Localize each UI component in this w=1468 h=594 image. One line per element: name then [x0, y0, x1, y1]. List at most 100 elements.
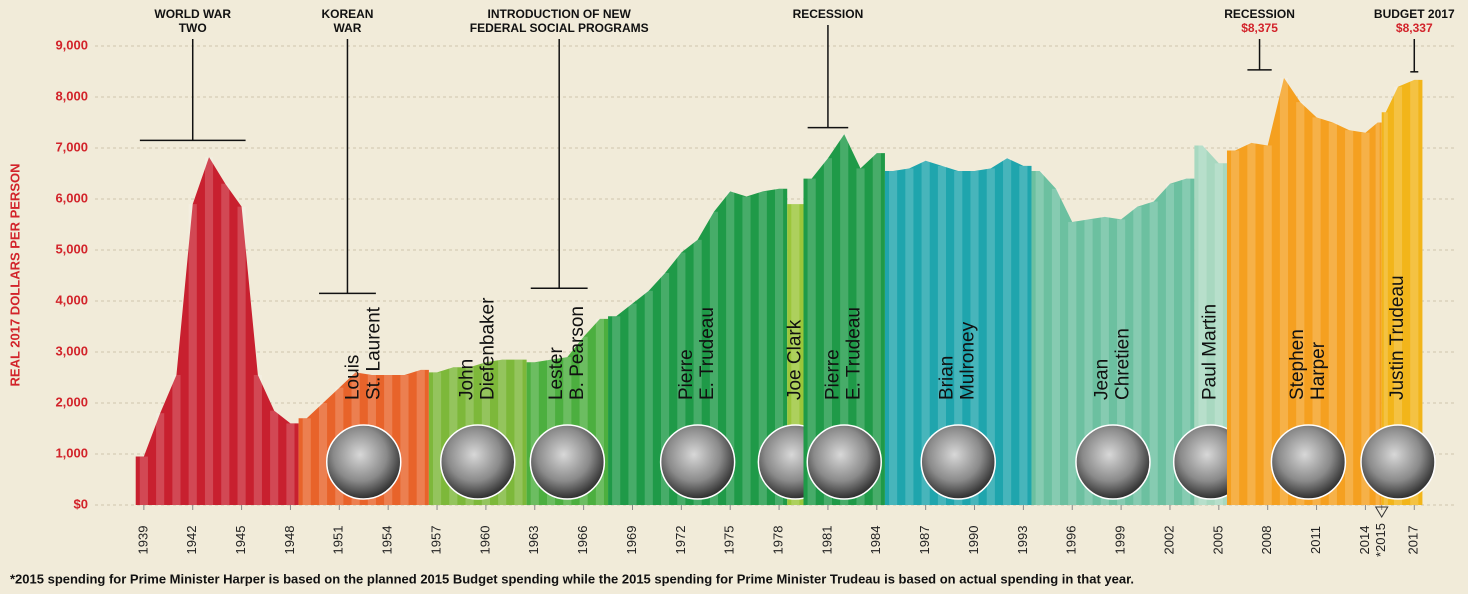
bar: [645, 291, 653, 505]
pm-name: John: [456, 359, 477, 400]
bar: [156, 413, 164, 505]
pm-name: Louis: [342, 355, 363, 400]
x-tick-label: 1960: [477, 526, 492, 555]
annotation-text: BUDGET 2017: [1374, 7, 1455, 21]
x-tick-label: 2005: [1210, 526, 1225, 555]
bar: [1247, 143, 1255, 505]
bar: [1036, 171, 1044, 505]
y-axis-label: REAL 2017 DOLLARS PER PERSON: [7, 164, 22, 387]
y-tick-label: 4,000: [55, 292, 88, 307]
pm-name: Justin Trudeau: [1387, 275, 1408, 400]
x-tick-label: 1987: [917, 526, 932, 555]
bar: [319, 403, 327, 505]
bar: [254, 375, 262, 505]
bar: [889, 171, 897, 505]
pm-name: Chretien: [1112, 328, 1133, 400]
bar: [303, 418, 311, 505]
page: REAL 2017 DOLLARS PER PERSON *2015 spend…: [0, 0, 1468, 594]
x-tick-label: 1981: [819, 526, 834, 555]
bar: [1231, 151, 1239, 505]
pm-name: Paul Martin: [1200, 304, 1221, 400]
pm-name: E. Trudeau: [844, 307, 865, 400]
annotation-text: FEDERAL SOCIAL PROGRAMS: [470, 21, 649, 35]
bar: [140, 457, 148, 505]
x-tick-label: 1972: [673, 526, 688, 555]
annotation-text: INTRODUCTION OF NEW: [488, 7, 632, 21]
annotation-text: WORLD WAR: [154, 7, 231, 21]
bar: [514, 360, 522, 505]
chart: REAL 2017 DOLLARS PER PERSON *2015 spend…: [0, 0, 1468, 594]
y-tick-label: 1,000: [55, 445, 88, 460]
pm-name: Pierre: [823, 349, 844, 400]
x-tick-label: 1990: [966, 526, 981, 555]
annotation-text: WAR: [333, 21, 361, 35]
pm-name: Mulroney: [958, 321, 979, 400]
y-tick-label: 9,000: [55, 37, 88, 52]
x-tick-label: 1939: [135, 526, 150, 555]
annotation-text: KOREAN: [321, 7, 373, 21]
bar: [221, 184, 229, 505]
bar: [417, 370, 425, 505]
footnote: *2015 spending for Prime Minister Harper…: [10, 571, 1134, 586]
bar: [238, 207, 246, 505]
pm-photo: [1076, 425, 1150, 499]
x-tick-label: 2014: [1357, 526, 1372, 555]
bar: [205, 157, 213, 505]
y-tick-label: $0: [74, 496, 88, 511]
x-tick-label: 1993: [1015, 526, 1030, 555]
bar: [189, 204, 197, 505]
x-tick-label: 1942: [184, 526, 199, 555]
annotation-text: RECESSION: [1224, 7, 1295, 21]
pm-name: Jean: [1091, 359, 1112, 400]
pm-photo: [921, 425, 995, 499]
x-tick-label: 1945: [233, 526, 248, 555]
pm-name: Pierre: [676, 349, 697, 400]
pm-name: Diefenbaker: [477, 297, 498, 400]
bar: [905, 168, 913, 505]
x-tick-label: 1996: [1064, 526, 1079, 555]
x-tick-label: 1978: [771, 526, 786, 555]
bar: [1264, 145, 1272, 505]
bar: [270, 411, 278, 505]
y-tick-label: 5,000: [55, 241, 88, 256]
pm-photo: [327, 425, 401, 499]
bar: [1019, 166, 1027, 505]
pm-photo: [661, 425, 735, 499]
pm-name: Joe Clark: [784, 319, 805, 400]
x-tick-label: 1966: [575, 526, 590, 555]
pm-name: St. Laurent: [363, 306, 384, 400]
y-tick-label: 2,000: [55, 394, 88, 409]
x-tick-label: 2017: [1406, 526, 1421, 555]
bar: [628, 304, 636, 505]
x-tick-label: 1975: [722, 526, 737, 555]
bar: [172, 375, 180, 505]
annotation-text: RECESSION: [793, 7, 864, 21]
x-tick-label: 1954: [380, 526, 395, 555]
bar: [1003, 158, 1011, 505]
bar: [400, 375, 408, 505]
annotation-text: TWO: [179, 21, 207, 35]
bar: [1166, 184, 1174, 505]
annotation-value: $8,337: [1396, 21, 1433, 35]
x-tick-label: *2015: [1373, 523, 1388, 557]
x-tick-label: 1984: [868, 526, 883, 555]
pm-name: Brian: [937, 356, 958, 400]
x-tick-label: 1999: [1113, 526, 1128, 555]
x-tick-label: 1951: [331, 526, 346, 555]
x-tick-label: 1948: [282, 526, 297, 555]
y-tick-label: 8,000: [55, 88, 88, 103]
y-tick-label: 7,000: [55, 139, 88, 154]
bar: [1150, 202, 1158, 505]
pm-name: Harper: [1308, 341, 1329, 400]
x-tick-label: 1957: [428, 526, 443, 555]
bar: [1068, 222, 1076, 505]
pm-photo: [441, 425, 515, 499]
bar: [1345, 130, 1353, 505]
bar: [1052, 189, 1060, 505]
x-tick-label: 2002: [1161, 526, 1176, 555]
pm-photo: [1271, 425, 1345, 499]
annotation-value: $8,375: [1241, 21, 1278, 35]
x-tick-label: 2011: [1308, 526, 1323, 554]
y-tick-label: 3,000: [55, 343, 88, 358]
x-tick-label: 1969: [624, 526, 639, 555]
